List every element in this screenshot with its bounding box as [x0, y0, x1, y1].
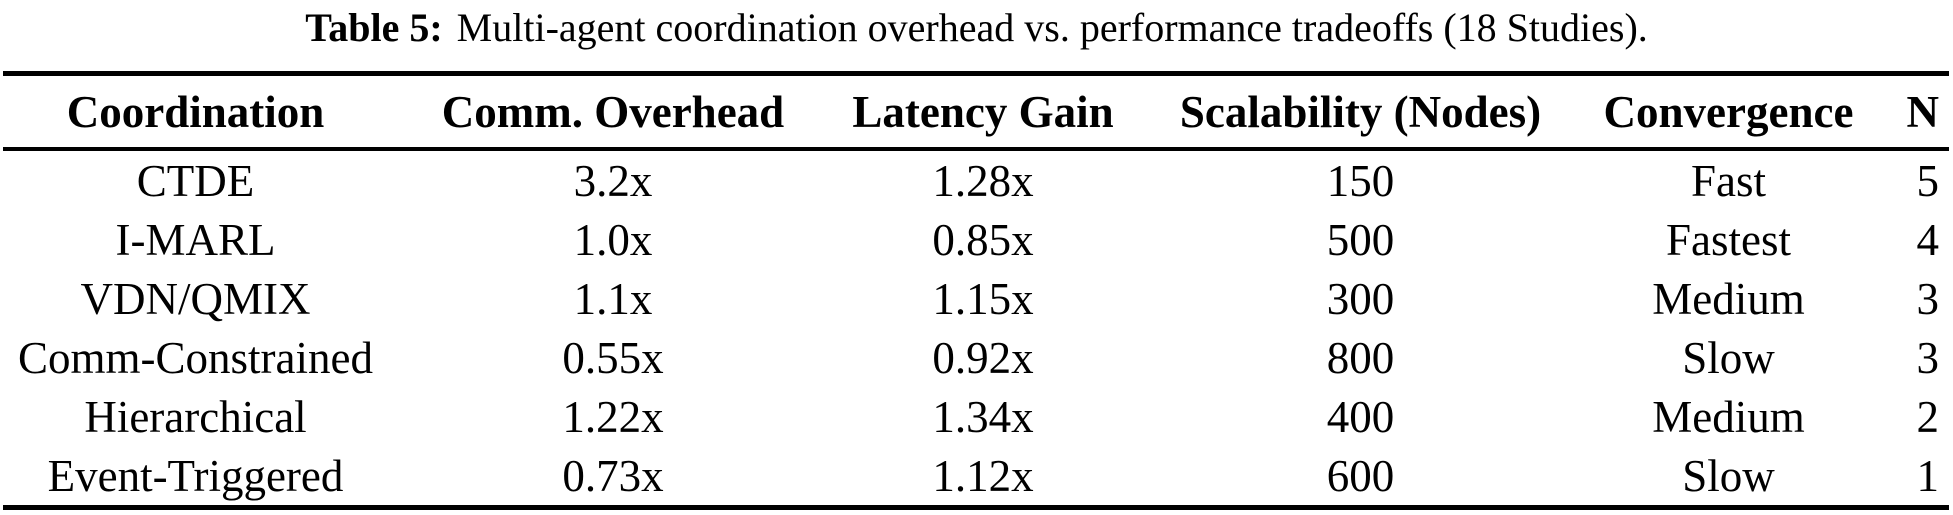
- table-cell-scalability: 300: [1326, 273, 1395, 324]
- table-cell-convergence: Slow: [1682, 450, 1775, 501]
- table-cell-latency-gain: 1.28x: [932, 155, 1034, 206]
- table-caption-text: Multi-agent coordination overhead vs. pe…: [456, 5, 1648, 50]
- table-cell-coordination: I-MARL: [115, 214, 276, 265]
- column-header-comm-overhead: Comm. Overhead: [388, 73, 838, 151]
- table-row: Hierarchical 1.22x 1.34x 400 Medium 2: [3, 387, 1949, 446]
- table-cell-convergence: Slow: [1682, 332, 1775, 383]
- table-cell-n: 3: [1916, 273, 1940, 324]
- coordination-tradeoffs-table: Coordination Comm. Overhead Latency Gain…: [3, 71, 1949, 510]
- column-header-scalability: Scalability (Nodes): [1128, 73, 1593, 151]
- table-row: I-MARL 1.0x 0.85x 500 Fastest 4: [3, 210, 1949, 269]
- table-row: VDN/QMIX 1.1x 1.15x 300 Medium 3: [3, 269, 1949, 328]
- table-cell-scalability: 800: [1326, 332, 1395, 383]
- table-cell-n: 5: [1916, 155, 1940, 206]
- column-header-latency-gain: Latency Gain: [838, 73, 1128, 151]
- table-cell-coordination: VDN/QMIX: [80, 273, 311, 324]
- table-cell-latency-gain: 1.12x: [932, 450, 1034, 501]
- table-row: Comm-Constrained 0.55x 0.92x 800 Slow 3: [3, 328, 1949, 387]
- table-cell-comm-overhead: 1.0x: [573, 214, 653, 265]
- table-cell-coordination: Event-Triggered: [47, 450, 344, 501]
- column-header-n: N: [1864, 73, 1949, 151]
- table-cell-comm-overhead: 0.55x: [562, 332, 664, 383]
- table-header-row: Coordination Comm. Overhead Latency Gain…: [3, 73, 1949, 151]
- table-cell-n: 4: [1916, 214, 1940, 265]
- table-cell-latency-gain: 1.34x: [932, 391, 1034, 442]
- table-cell-comm-overhead: 1.22x: [562, 391, 664, 442]
- table-cell-scalability: 600: [1326, 450, 1395, 501]
- table-cell-n: 1: [1916, 450, 1940, 501]
- table-cell-convergence: Medium: [1652, 391, 1805, 442]
- table-cell-scalability: 400: [1326, 391, 1395, 442]
- table-cell-comm-overhead: 1.1x: [573, 273, 653, 324]
- table-cell-comm-overhead: 0.73x: [562, 450, 664, 501]
- table-cell-latency-gain: 0.85x: [932, 214, 1034, 265]
- table-cell-coordination: CTDE: [136, 155, 255, 206]
- table-cell-convergence: Medium: [1652, 273, 1805, 324]
- table-cell-latency-gain: 0.92x: [932, 332, 1034, 383]
- table-cell-scalability: 150: [1326, 155, 1395, 206]
- table-cell-n: 3: [1916, 332, 1940, 383]
- table-row: CTDE 3.2x 1.28x 150 Fast 5: [3, 149, 1949, 210]
- table-cell-scalability: 500: [1326, 214, 1395, 265]
- column-header-coordination: Coordination: [3, 73, 388, 151]
- table-caption-label: Table 5:: [305, 5, 443, 50]
- table-cell-n: 2: [1916, 391, 1940, 442]
- table-cell-coordination: Hierarchical: [84, 391, 307, 442]
- table-cell-convergence: Fastest: [1665, 214, 1791, 265]
- column-header-convergence: Convergence: [1593, 73, 1864, 151]
- table-cell-latency-gain: 1.15x: [932, 273, 1034, 324]
- table-caption: Table 5: Multi-agent coordination overhea…: [0, 0, 1953, 56]
- table-cell-comm-overhead: 3.2x: [573, 155, 653, 206]
- table-cell-convergence: Fast: [1690, 155, 1766, 206]
- table-cell-coordination: Comm-Constrained: [18, 332, 373, 383]
- table-row: Event-Triggered 0.73x 1.12x 600 Slow 1: [3, 446, 1949, 508]
